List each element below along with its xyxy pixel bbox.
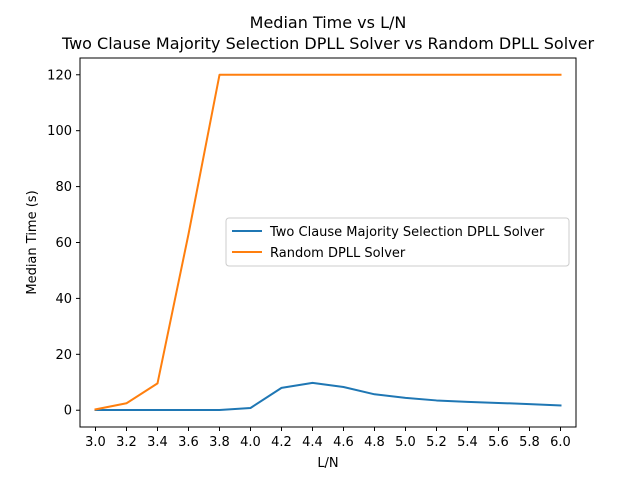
y-tick-label: 80 <box>55 180 72 195</box>
x-tick-label: 3.2 <box>116 435 137 450</box>
x-tick-label: 3.4 <box>147 435 168 450</box>
legend-label-random: Random DPLL Solver <box>270 246 406 261</box>
x-tick-label: 5.6 <box>488 435 509 450</box>
y-tick-label: 100 <box>47 124 72 139</box>
x-tick-label: 5.8 <box>519 435 540 450</box>
y-tick-label: 120 <box>47 68 72 83</box>
x-tick-label: 5.4 <box>457 435 478 450</box>
legend-label-two-clause: Two Clause Majority Selection DPLL Solve… <box>269 225 545 240</box>
y-tick-label: 0 <box>64 404 72 419</box>
x-tick-label: 4.4 <box>302 435 323 450</box>
x-tick-label: 5.2 <box>426 435 447 450</box>
y-tick-label: 60 <box>55 236 72 251</box>
series-line-two-clause <box>94 381 562 411</box>
y-tick-label: 20 <box>55 348 72 363</box>
x-tick-label: 4.2 <box>271 435 292 450</box>
legend: Two Clause Majority Selection DPLL Solve… <box>225 217 570 267</box>
series-lines <box>94 73 562 411</box>
x-tick-label: 3.0 <box>85 435 106 450</box>
legend-box <box>225 217 570 267</box>
x-tick-label: 5.0 <box>395 435 416 450</box>
x-tick-label: 4.8 <box>364 435 385 450</box>
y-tick-label: 40 <box>55 292 72 307</box>
x-tick-label: 4.0 <box>240 435 261 450</box>
y-axis: 0 20 40 60 80 100 120 <box>47 68 80 419</box>
x-tick-label: 4.6 <box>333 435 354 450</box>
x-tick-label: 6.0 <box>550 435 571 450</box>
x-tick-label: 3.8 <box>209 435 230 450</box>
x-axis-label: L/N <box>317 456 338 471</box>
x-axis: 3.0 3.2 3.4 3.6 3.8 4.0 4.2 4.4 4.6 4.8 5.0 5.2 5.4 5… <box>85 427 571 450</box>
series-line-random <box>94 73 562 411</box>
y-axis-label: Median Time (s) <box>25 190 40 294</box>
chart-title: Median Time vs L/N <box>250 13 407 32</box>
x-tick-label: 3.6 <box>178 435 199 450</box>
chart-subtitle: Two Clause Majority Selection DPLL Solve… <box>61 34 594 53</box>
